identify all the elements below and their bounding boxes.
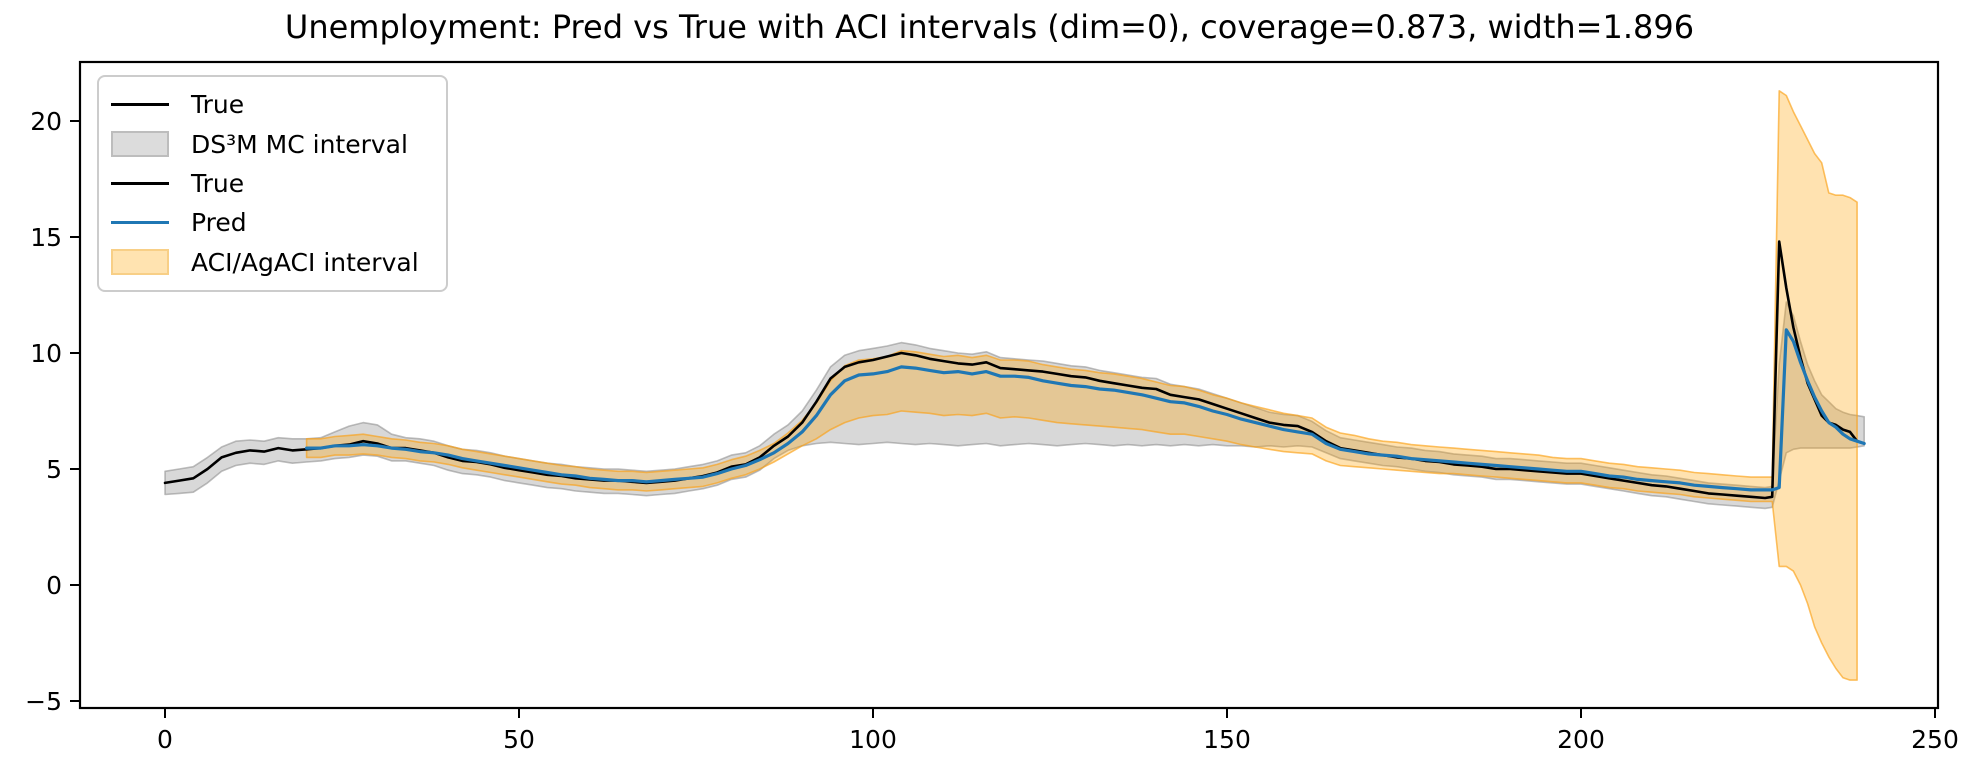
legend-item: DS³M MC interval — [111, 124, 436, 163]
y-tick-label: 20 — [30, 107, 62, 136]
legend-patch-sample — [111, 131, 169, 158]
x-tick-label: 100 — [849, 725, 897, 754]
axes-frame — [78, 60, 1940, 710]
legend: True DS³M MC interval True Pred ACI/AgACI in… — [97, 75, 448, 292]
legend-label: True — [191, 90, 245, 120]
y-tick-label: 0 — [46, 571, 62, 600]
legend-line-sample — [111, 103, 169, 107]
x-tick-label: 50 — [503, 725, 535, 754]
y-tick-label: 5 — [46, 455, 62, 484]
legend-label: DS³M MC interval — [191, 129, 408, 159]
y-tick-label: 10 — [30, 339, 62, 368]
x-tick-label: 250 — [1911, 725, 1959, 754]
true-line — [163, 240, 1866, 500]
x-tick-label: 0 — [157, 725, 173, 754]
legend-item: Pred — [111, 203, 436, 242]
legend-line-sample — [111, 182, 169, 186]
legend-line-sample — [111, 221, 169, 225]
legend-label: True — [191, 169, 245, 199]
legend-patch-sample — [111, 249, 169, 276]
pred-line — [305, 328, 1866, 492]
legend-label: Pred — [191, 208, 247, 238]
y-tick-label: 15 — [30, 223, 62, 252]
ds3m-mc-interval-band — [164, 301, 1865, 510]
x-tick-label: 150 — [1203, 725, 1251, 754]
y-tick-label: −5 — [25, 687, 62, 716]
legend-item: True — [111, 85, 436, 124]
chart-title: Unemployment: Pred vs True with ACI inte… — [284, 8, 1695, 46]
legend-item: True — [111, 164, 436, 203]
x-tick-label: 200 — [1557, 725, 1605, 754]
legend-item: ACI/AgACI interval — [111, 243, 436, 282]
legend-label: ACI/AgACI interval — [191, 247, 419, 277]
